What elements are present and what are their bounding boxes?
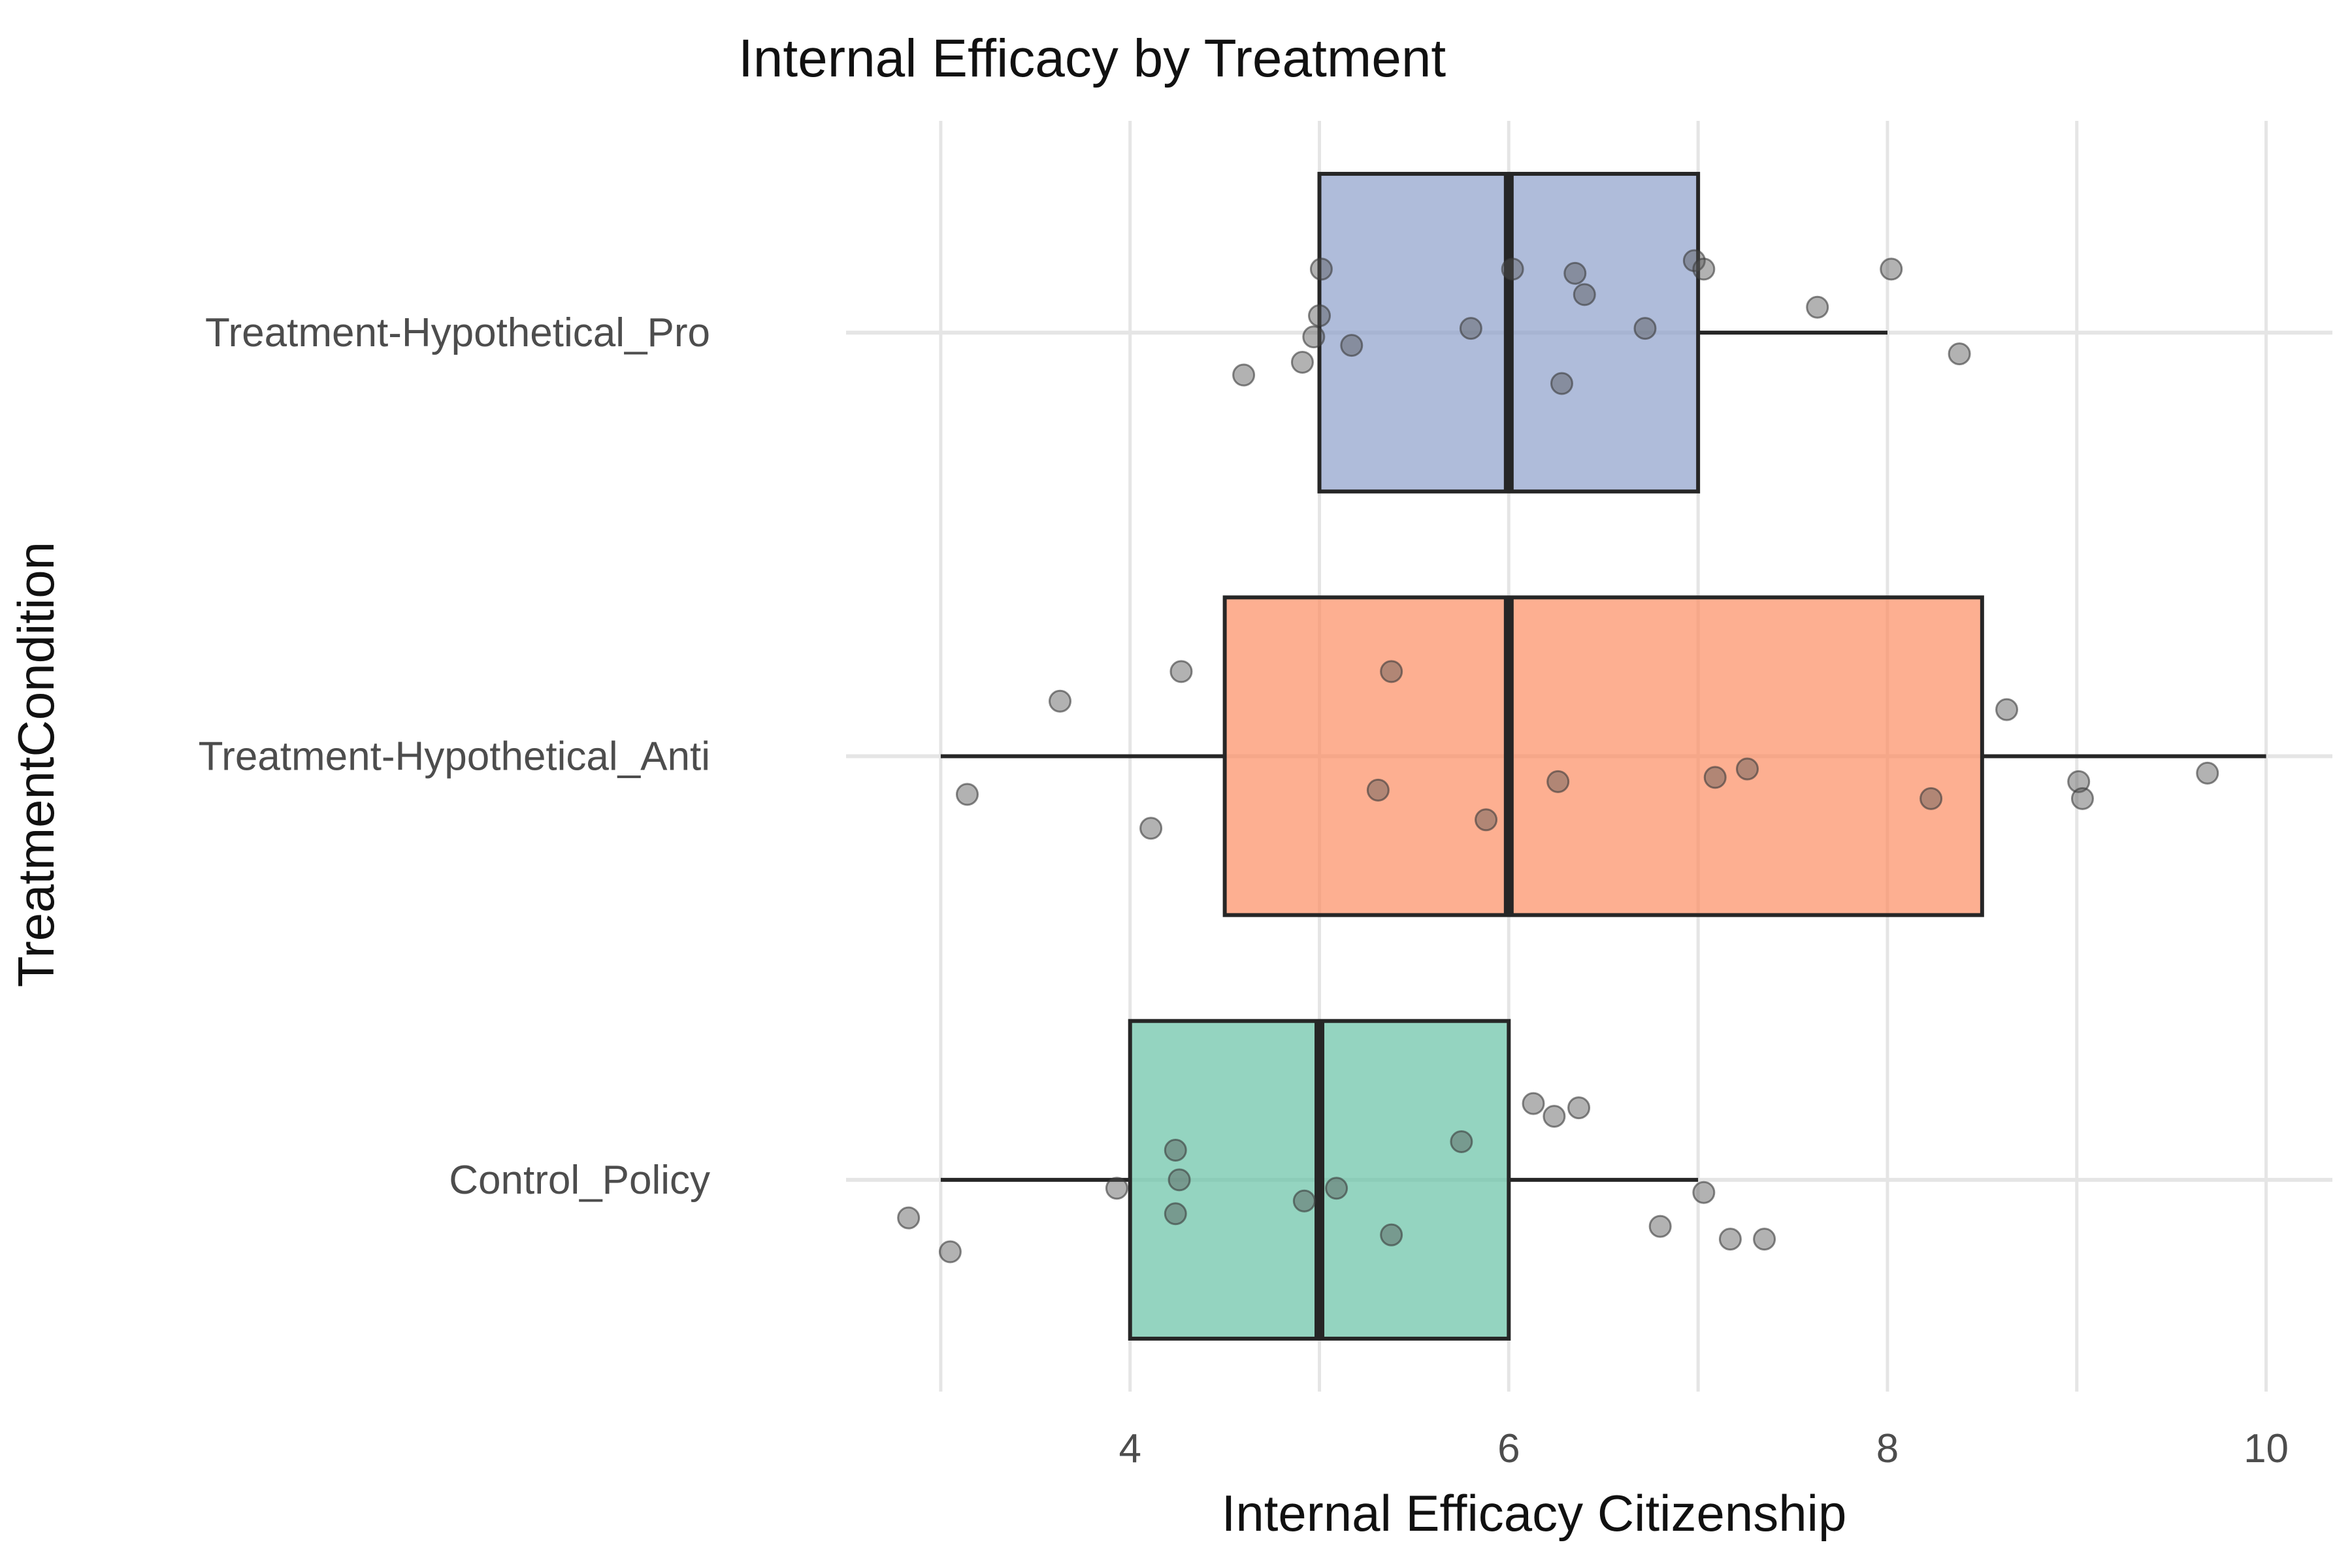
data-point — [1325, 1177, 1348, 1200]
data-point — [1550, 372, 1573, 395]
y-axis-label: TreatmentCondition — [7, 542, 65, 987]
x-tick-label: 6 — [1497, 1426, 1520, 1471]
data-point — [1718, 1228, 1742, 1251]
data-point — [1522, 1092, 1545, 1115]
data-point — [1703, 766, 1727, 789]
data-point — [1567, 1096, 1591, 1120]
tick-labels: 4 6 8 10 Treatment-Hypothetical_Pro Treatment… — [199, 310, 2289, 1471]
data-point — [1563, 261, 1587, 285]
data-point — [2067, 770, 2091, 793]
x-tick-label: 10 — [2244, 1426, 2289, 1471]
data-point — [1919, 787, 1943, 810]
data-point — [1573, 283, 1596, 306]
data-point — [1164, 1202, 1187, 1226]
data-point — [1501, 257, 1524, 281]
x-tick-label: 4 — [1119, 1426, 1141, 1471]
data-point — [1292, 1189, 1316, 1213]
data-point — [1380, 1223, 1403, 1247]
data-point — [1546, 770, 1570, 793]
data-points — [897, 249, 2219, 1264]
chart-title: Internal Efficacy by Treatment — [738, 29, 1446, 88]
data-point — [1880, 257, 1903, 281]
data-point — [1232, 363, 1256, 387]
data-point — [1692, 1181, 1716, 1204]
data-point — [1048, 689, 1071, 713]
data-point — [1648, 1215, 1672, 1238]
data-point — [1169, 660, 1193, 683]
data-point — [1168, 1168, 1191, 1192]
data-point — [955, 783, 979, 806]
y-tick-label: Treatment-Hypothetical_Pro — [205, 310, 710, 355]
x-axis-label: Internal Efficacy Citizenship — [1222, 1484, 1847, 1542]
boxes — [940, 172, 2266, 1341]
y-tick-label: Treatment-Hypothetical_Anti — [199, 734, 710, 779]
data-point — [1450, 1130, 1473, 1153]
data-point — [1302, 325, 1326, 349]
y-tick-label: Control_Policy — [449, 1158, 710, 1203]
data-point — [1735, 757, 1759, 781]
data-point — [1380, 660, 1403, 683]
data-point — [1543, 1105, 1566, 1128]
data-point — [1459, 317, 1482, 340]
data-point — [1995, 698, 2019, 721]
data-point — [2070, 787, 2094, 810]
data-point — [1692, 257, 1716, 281]
data-point — [1340, 334, 1364, 357]
data-point — [1164, 1138, 1187, 1162]
data-point — [1105, 1177, 1128, 1200]
data-point — [1948, 342, 1971, 366]
data-point — [1633, 317, 1657, 340]
data-point — [897, 1206, 921, 1230]
data-point — [938, 1240, 962, 1264]
data-point — [1475, 808, 1498, 832]
data-point — [1806, 295, 1829, 319]
data-point — [1308, 304, 1331, 327]
data-point — [1290, 351, 1314, 374]
data-point — [1309, 257, 1333, 281]
data-point — [1366, 778, 1390, 802]
data-point — [1753, 1228, 1776, 1251]
data-point — [2196, 761, 2219, 785]
x-tick-label: 8 — [1876, 1426, 1899, 1471]
box-treatment-hypothetical-anti — [1222, 595, 1984, 917]
data-point — [1139, 817, 1163, 840]
